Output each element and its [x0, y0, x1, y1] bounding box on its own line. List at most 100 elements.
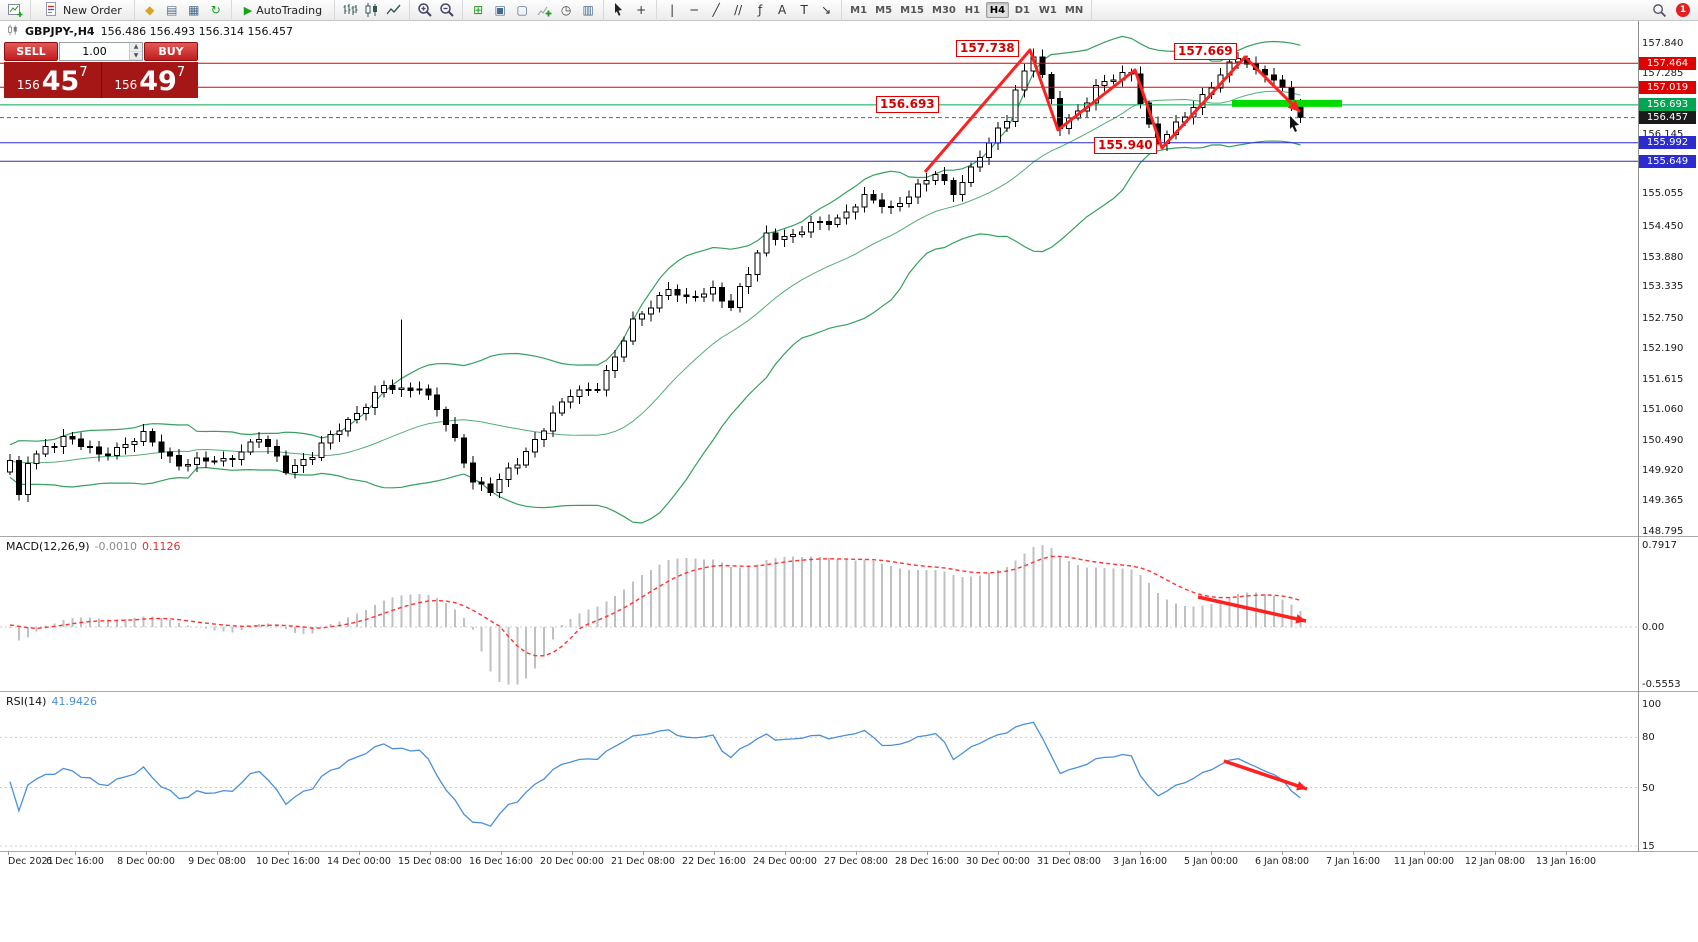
autotrading-button-label: AutoTrading	[256, 3, 323, 17]
arrow-tool-icon[interactable]: ↘	[821, 3, 832, 17]
crosshair-icon[interactable]: +	[636, 3, 647, 17]
time-axis-label: 12 Jan 08:00	[1464, 856, 1526, 867]
periods-icon[interactable]: ◷	[560, 3, 572, 17]
timeframe-m30[interactable]: M30	[932, 4, 956, 16]
sell-button[interactable]: SELL	[4, 42, 58, 61]
volume-increase-button[interactable]: ▲	[130, 43, 142, 52]
vertical-line-icon[interactable]: |	[670, 3, 675, 17]
macd-axis-label: 0.7917	[1642, 540, 1677, 551]
tile-windows-icon[interactable]: ⊞	[473, 3, 484, 17]
channel-icon[interactable]: //	[734, 3, 743, 17]
bollinger-middle-band	[9, 90, 1301, 464]
print-icon[interactable]: ▤	[166, 3, 178, 17]
trendline-icon[interactable]: ╱	[712, 3, 720, 17]
macd-axis-label: 0.00	[1642, 622, 1665, 633]
rsi-panel-splitter[interactable]	[0, 691, 1698, 692]
timeframe-w1[interactable]: W1	[1038, 4, 1057, 16]
time-axis-label: 9 Dec 08:00	[188, 856, 246, 867]
candlestick-series	[7, 48, 1304, 502]
zoom-out-icon[interactable]	[437, 2, 457, 19]
cursor-icon[interactable]	[609, 2, 629, 19]
price-axis-label: 150.490	[1642, 434, 1684, 446]
time-axis-tick	[8, 851, 9, 855]
timeframe-toolbar: M1 M5 M15 M30 H1 H4 D1 W1 MN	[842, 0, 1093, 21]
mouse-cursor-icon	[1290, 116, 1299, 132]
time-axis-label: 8 Dec 00:00	[117, 856, 175, 867]
macd-panel[interactable]	[0, 537, 1638, 691]
bar-chart-icon[interactable]	[340, 2, 360, 19]
fibonacci-icon[interactable]: ƒ	[758, 3, 763, 17]
time-axis-label: 10 Dec 16:00	[256, 856, 320, 867]
bid-figure: 156	[16, 78, 40, 92]
timeframe-m1[interactable]: M1	[850, 4, 868, 16]
time-axis-label: 15 Dec 08:00	[398, 856, 462, 867]
toolbar-right: 1	[1649, 2, 1698, 19]
time-axis-tick	[998, 851, 999, 855]
time-axis-tick	[146, 851, 147, 855]
price-annotation[interactable]: 157.738	[956, 39, 1019, 57]
macd-panel-splitter[interactable]	[0, 536, 1698, 537]
templates-icon[interactable]: ▥	[582, 3, 594, 17]
new-order-button[interactable]: New Order	[36, 1, 129, 19]
search-icon[interactable]	[1649, 2, 1669, 19]
volume-decrease-button[interactable]: ▼	[130, 51, 142, 60]
timeframe-h4[interactable]: H4	[985, 2, 1009, 18]
trend-zigzag[interactable]	[923, 48, 1302, 173]
price-annotation[interactable]: 155.940	[1094, 136, 1157, 154]
time-axis-label: 24 Dec 00:00	[753, 856, 817, 867]
rsi-trend-arrow[interactable]	[1223, 759, 1308, 791]
text-label-icon[interactable]: T	[800, 3, 808, 17]
timeframe-m15[interactable]: M15	[900, 4, 924, 16]
timeframe-d1[interactable]: D1	[1014, 4, 1030, 16]
timeframe-h1[interactable]: H1	[964, 4, 981, 16]
refresh-icon[interactable]: ↻	[210, 3, 221, 17]
price-axis-label: 157.840	[1642, 38, 1684, 49]
support-zone[interactable]	[1232, 99, 1342, 107]
autotrading-button[interactable]: ▶ AutoTrading	[237, 1, 329, 19]
horizontal-line-icon[interactable]: ─	[690, 3, 698, 17]
buy-button[interactable]: BUY	[144, 42, 198, 61]
timeframe-m5[interactable]: M5	[875, 4, 893, 16]
time-axis-tick	[856, 851, 857, 855]
rsi-axis-label: 100	[1642, 699, 1662, 710]
toolbar-group: ▶ AutoTrading	[232, 0, 336, 21]
price-badge-155.649: 155.649	[1639, 154, 1696, 168]
candlestick-chart-icon[interactable]	[362, 2, 382, 19]
price-axis-separator	[1638, 21, 1639, 852]
play-icon: ▶	[243, 3, 253, 17]
new-chart-icon[interactable]	[5, 2, 25, 19]
arrange-windows-icon[interactable]: ▢	[516, 3, 528, 17]
rsi-axis-label: 80	[1642, 732, 1655, 744]
rsi-panel[interactable]	[0, 692, 1638, 851]
toolbar-group	[0, 0, 31, 21]
text-icon[interactable]: A	[778, 3, 787, 17]
price-axis-label: 155.055	[1642, 188, 1684, 200]
price-axis-label: 148.795	[1642, 526, 1684, 537]
arrowhead	[1287, 99, 1300, 112]
volume-input[interactable]	[60, 43, 129, 60]
line-chart-icon[interactable]	[384, 2, 404, 19]
time-axis-label: 5 Jan 00:00	[1183, 856, 1239, 867]
metaeditor-icon[interactable]: ◆	[145, 3, 155, 17]
zoom-in-icon[interactable]	[415, 2, 435, 19]
add-indicator-icon[interactable]	[534, 2, 554, 19]
macd-trend-arrow[interactable]	[1197, 595, 1307, 623]
price-annotation[interactable]: 157.669	[1174, 43, 1237, 61]
data-window-icon[interactable]: ▦	[188, 3, 200, 17]
time-axis-tick	[501, 851, 502, 855]
price-axis-label: 152.190	[1642, 342, 1684, 354]
rsi-line	[9, 721, 1301, 827]
main-chart[interactable]	[0, 21, 1638, 537]
cascade-windows-icon[interactable]: ▣	[494, 3, 506, 17]
timeframe-mn[interactable]: MN	[1064, 4, 1084, 16]
time-axis-label: Dec 2021	[8, 856, 54, 867]
time-axis-label: 6 Jan 08:00	[1254, 856, 1310, 867]
notification-badge[interactable]: 1	[1676, 3, 1690, 17]
toolbar-group: New Order	[31, 0, 135, 21]
price-annotation[interactable]: 156.693	[876, 95, 939, 113]
time-axis-tick	[1282, 851, 1283, 855]
bid-pip-digit: 7	[79, 65, 88, 80]
chart-icon	[7, 24, 19, 39]
price-badge-156.693: 156.693	[1639, 98, 1696, 112]
time-axis-tick	[359, 851, 360, 855]
